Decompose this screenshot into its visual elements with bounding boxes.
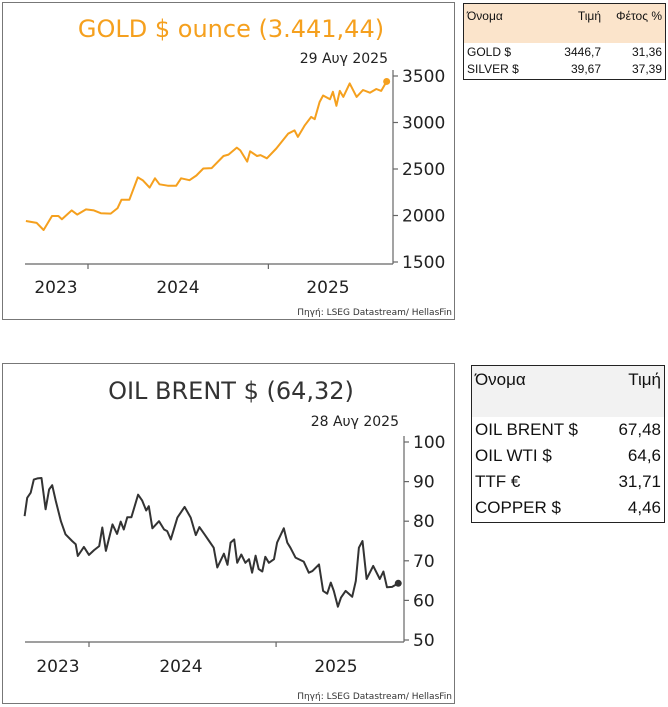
cell-name: TTF €	[475, 472, 521, 491]
header-price: Τιμή	[577, 9, 601, 23]
series-line	[25, 81, 388, 231]
y-tick-label: 2500	[402, 160, 445, 180]
metals-table: Όνομα Τιμή Φέτος % GOLD $ 3446,7 31,36 S…	[463, 3, 666, 80]
gold-chart: GOLD $ ounce (3.441,44) 29 Αυγ 2025 Πηγή…	[2, 2, 455, 320]
x-tick-label: 2024	[156, 278, 199, 298]
cell-ytd: 31,36	[631, 44, 662, 59]
series-line	[23, 477, 399, 608]
header-name: Όνομα	[467, 9, 503, 23]
oil-brent-chart: OIL BRENT $ (64,32) 28 Αυγ 2025 Πηγή: LS…	[2, 363, 455, 704]
table-header: Όνομα Τιμή	[472, 366, 664, 417]
y-tick-label: 70	[413, 552, 435, 572]
x-tick-label: 2025	[306, 278, 349, 298]
cell-price: 64,6	[627, 446, 661, 465]
chart-source: Πηγή: LSEG Datastream/ HellasFin	[297, 692, 452, 702]
y-tick-label: 3500	[402, 67, 445, 87]
oil-chart-svg: OIL BRENT $ (64,32) 28 Αυγ 2025 Πηγή: LS…	[23, 377, 452, 702]
chart-date: 28 Αυγ 2025	[311, 414, 399, 430]
cell-ytd: 37,39	[631, 61, 662, 76]
energy-table: Όνομα Τιμή OIL BRENT $ 67,48 OIL WTI $ 64,…	[471, 365, 665, 523]
chart-source: Πηγή: LSEG Datastream/ HellasFin	[297, 308, 452, 318]
x-tick-label: 2023	[34, 278, 77, 298]
table-row: OIL WTI $ 64,6	[472, 443, 664, 469]
x-tick-label: 2025	[314, 657, 357, 677]
y-tick-label: 2000	[402, 207, 445, 227]
y-tick-label: 100	[413, 433, 445, 453]
cell-price: 31,71	[618, 472, 661, 491]
header-ytd: Φέτος %	[616, 9, 662, 23]
x-tick-label: 2024	[159, 657, 202, 677]
table-row: COPPER $ 4,46	[472, 495, 664, 521]
header-price: Τιμή	[628, 370, 661, 389]
cell-price: 67,48	[618, 420, 661, 439]
chart-title: GOLD $ ounce (3.441,44)	[78, 15, 384, 43]
last-value-marker	[383, 77, 391, 85]
last-value-marker	[394, 579, 402, 587]
table-row: GOLD $ 3446,7 31,36	[464, 43, 665, 60]
cell-price: 4,46	[627, 498, 661, 517]
header-name: Όνομα	[475, 370, 526, 389]
cell-name: OIL BRENT $	[475, 420, 578, 439]
table-header: Όνομα Τιμή Φέτος %	[464, 4, 665, 43]
cell-price: 3446,7	[564, 44, 601, 59]
cell-name: OIL WTI $	[475, 446, 552, 465]
y-tick-label: 60	[413, 591, 435, 611]
table-row: SILVER $ 39,67 37,39	[464, 60, 665, 77]
gold-chart-svg: GOLD $ ounce (3.441,44) 29 Αυγ 2025 Πηγή…	[25, 15, 452, 318]
y-tick-label: 1500	[402, 253, 445, 273]
y-tick-label: 90	[413, 473, 435, 493]
table-row: TTF € 31,71	[472, 469, 664, 495]
chart-title: OIL BRENT $ (64,32)	[108, 377, 354, 405]
cell-name: SILVER $	[467, 61, 519, 76]
cell-name: COPPER $	[475, 498, 561, 517]
cell-price: 39,67	[570, 61, 601, 76]
y-tick-label: 80	[413, 512, 435, 532]
cell-name: GOLD $	[467, 44, 512, 59]
y-tick-label: 3000	[402, 114, 445, 134]
x-tick-label: 2023	[36, 657, 79, 677]
chart-date: 29 Αυγ 2025	[300, 51, 388, 67]
table-row: OIL BRENT $ 67,48	[472, 417, 664, 443]
y-tick-label: 50	[413, 631, 435, 651]
